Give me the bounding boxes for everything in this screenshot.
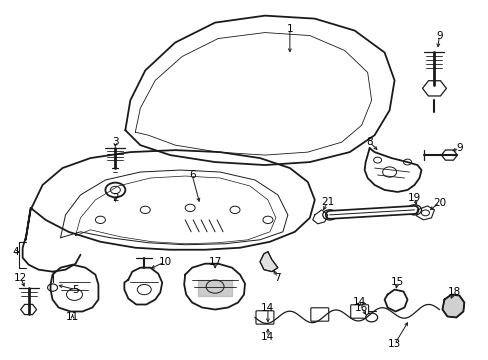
Circle shape xyxy=(365,313,377,322)
Text: 9: 9 xyxy=(435,31,442,41)
Text: 11: 11 xyxy=(66,312,79,323)
Circle shape xyxy=(407,205,421,215)
Text: 21: 21 xyxy=(321,197,334,207)
Text: 14: 14 xyxy=(352,297,366,306)
Circle shape xyxy=(322,210,336,220)
Text: 20: 20 xyxy=(432,198,445,208)
Text: 18: 18 xyxy=(447,287,460,297)
Text: 14: 14 xyxy=(261,302,274,312)
Text: 10: 10 xyxy=(158,257,171,267)
Polygon shape xyxy=(260,252,277,272)
FancyBboxPatch shape xyxy=(350,305,368,318)
Text: 19: 19 xyxy=(407,193,420,203)
Text: 12: 12 xyxy=(14,273,27,283)
FancyBboxPatch shape xyxy=(310,308,328,321)
FancyBboxPatch shape xyxy=(255,311,273,324)
Text: 5: 5 xyxy=(72,284,79,294)
Text: 9: 9 xyxy=(455,143,462,153)
Text: 7: 7 xyxy=(274,273,281,283)
Text: 6: 6 xyxy=(188,170,195,180)
Text: 2: 2 xyxy=(112,193,119,203)
Text: 13: 13 xyxy=(387,339,400,349)
Text: 1: 1 xyxy=(286,24,293,33)
Text: 4: 4 xyxy=(12,247,19,257)
Text: 3: 3 xyxy=(112,137,119,147)
Text: 17: 17 xyxy=(208,257,221,267)
Text: 14: 14 xyxy=(261,332,274,342)
Text: 16: 16 xyxy=(354,302,367,312)
Polygon shape xyxy=(442,294,464,318)
Text: 8: 8 xyxy=(366,137,372,147)
Text: 15: 15 xyxy=(390,276,404,287)
